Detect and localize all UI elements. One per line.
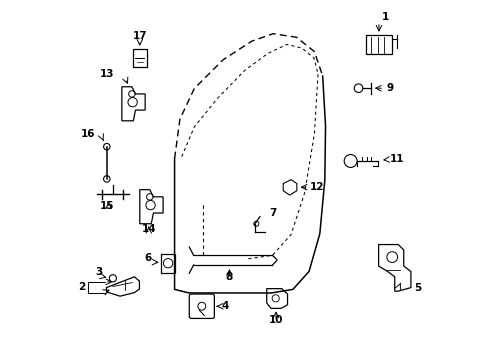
Text: 10: 10 (268, 315, 283, 325)
Text: 9: 9 (386, 83, 393, 93)
Text: 11: 11 (389, 154, 404, 164)
Text: 8: 8 (225, 273, 233, 282)
Text: 3: 3 (96, 267, 102, 278)
Text: 5: 5 (414, 283, 421, 293)
Bar (161, 253, 175, 273)
Text: 15: 15 (100, 201, 115, 211)
Text: 13: 13 (100, 69, 115, 79)
Bar (366, 35, 391, 54)
Text: 1: 1 (381, 12, 388, 22)
Text: 7: 7 (269, 207, 276, 217)
Text: 12: 12 (309, 182, 324, 192)
Bar (132, 49, 147, 67)
Text: 17: 17 (132, 31, 147, 41)
Text: 6: 6 (144, 253, 151, 264)
Text: 16: 16 (81, 129, 95, 139)
Text: 14: 14 (141, 224, 156, 234)
Text: 2: 2 (78, 282, 85, 292)
Text: 4: 4 (222, 301, 229, 311)
